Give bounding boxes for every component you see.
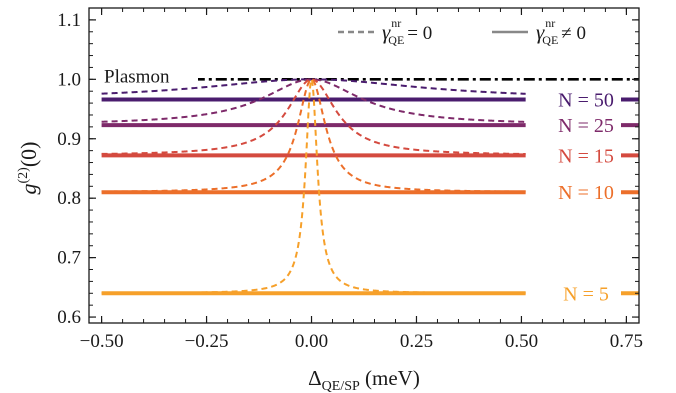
series-n25-dashed-line: [101, 78, 526, 123]
x-tick-label: 0.25: [400, 331, 433, 352]
legend-solid-label: γnr QE ≠ 0: [536, 16, 586, 47]
y-axis-superscript: (2): [16, 167, 31, 184]
x-axis-unit: (meV): [360, 366, 420, 390]
plot-content: [101, 76, 639, 306]
x-axis-title: ΔQE/SP (meV): [308, 366, 420, 393]
x-tick-label: 0.75: [610, 331, 643, 352]
series-n10-label-bg: [540, 180, 618, 205]
y-axis-symbol: g: [16, 183, 41, 194]
legend-superscript: nr: [545, 16, 555, 30]
y-axis-title: g(2)(0): [16, 142, 41, 195]
series-n50-label-bg: [540, 87, 618, 112]
plasmon-label: Plasmon: [104, 66, 170, 87]
legend-subscript: QE: [388, 33, 404, 47]
axes: −0.50 −0.25 0.00 0.25 0.50 0.75 0.6 0.7 0.8 0.9 1.…: [57, 8, 643, 352]
y-tick-label: 0.9: [57, 129, 81, 150]
series-n5-label-bg: [540, 281, 618, 306]
series-n5-label: N = 5: [563, 283, 609, 305]
legend-relation: ≠ 0: [561, 23, 586, 44]
legend-dashed-label: γnr QE = 0: [382, 16, 432, 47]
x-axis-subscript: QE/SP: [322, 379, 360, 393]
y-axis-argument: (0): [16, 142, 41, 168]
legend-symbol: γ: [382, 20, 391, 44]
legend-subscript: QE: [542, 33, 558, 47]
x-tick-label: 0.50: [505, 331, 538, 352]
legend: γnr QE = 0 γnr QE ≠ 0: [338, 16, 586, 47]
series-n10-label: N = 10: [558, 182, 614, 204]
plot-frame: [88, 7, 640, 324]
series-n50-label: N = 50: [558, 90, 614, 112]
legend-relation: = 0: [407, 23, 432, 44]
legend-superscript: nr: [391, 16, 401, 30]
series-n15-label-bg: [540, 143, 618, 168]
y-tick-label: 0.6: [57, 307, 81, 328]
series-n15-label: N = 15: [558, 145, 614, 167]
series-n25-label: N = 25: [558, 115, 614, 137]
x-tick-label: −0.25: [185, 331, 229, 352]
labels: N = 50 N = 25 N = 15 N = 10 N = 5 Plasmon ΔQE/…: [16, 65, 614, 393]
plasmon-label-bg: [102, 65, 198, 86]
x-tick-label: 0.00: [295, 331, 328, 352]
x-axis-symbol: Δ: [308, 366, 322, 390]
y-tick-label: 1.1: [57, 10, 81, 31]
y-tick-label: 1.0: [57, 69, 81, 90]
y-tick-label: 0.7: [57, 248, 81, 269]
series-n25-label-bg: [540, 113, 618, 138]
y-tick-label: 0.8: [57, 188, 81, 209]
legend-symbol: γ: [536, 20, 545, 44]
x-tick-label: −0.50: [80, 331, 124, 352]
